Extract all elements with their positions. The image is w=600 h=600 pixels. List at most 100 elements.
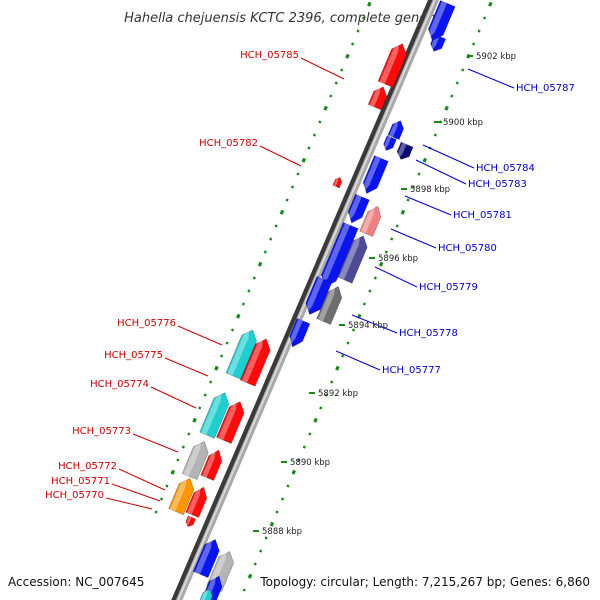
backbone-highlight (177, 0, 436, 600)
leader-hch-05776 (177, 325, 223, 346)
gene-label-hch-05785: HCH_05785 (240, 50, 299, 61)
gene-arrow-hch-05781-shine (363, 156, 381, 193)
left-track-dot (170, 469, 176, 475)
accession-text: Accession: NC_007645 (8, 575, 145, 589)
right-track-dot (461, 68, 465, 72)
left-track-dot (307, 146, 311, 150)
leader-hch-05785 (300, 57, 345, 80)
left-track-dot (323, 105, 328, 111)
right-track-dot (417, 172, 421, 176)
right-track-dot (291, 469, 297, 475)
tick-label: 5894 kbp (348, 321, 388, 331)
gene-arrow-hch-05772-shape (168, 477, 195, 516)
leader-hch-05782 (259, 145, 302, 167)
gene-arrow-hch-05771-shape (185, 486, 208, 518)
gene-arrow-hch-05773-b-shine (202, 448, 216, 478)
label-leader-lines (105, 57, 515, 510)
tick-label: 5900 kbp (443, 118, 483, 128)
gene-arrow-hch-05781-b-shape (347, 193, 370, 224)
left-track-dot (312, 133, 316, 137)
gene-arrow-hch-05775-b (216, 400, 245, 444)
leader-hch-05772 (118, 468, 166, 491)
right-track-dot (439, 120, 443, 124)
left-track-dot (165, 484, 169, 488)
gene-arrow-hch-05776-shape (225, 329, 257, 380)
left-track-dot (296, 172, 300, 176)
left-track-dot (318, 120, 322, 124)
leader-hch-05774 (150, 386, 197, 409)
right-track-dot (247, 573, 253, 579)
gene-arrow-hch-05780-shine (361, 204, 375, 234)
gene-label-hch-05780: HCH_05780 (438, 243, 497, 254)
gene-label-hch-05776: HCH_05776 (117, 318, 176, 329)
right-track-dot (411, 185, 416, 189)
right-track-dot (373, 276, 377, 280)
gene-arrow-hch-05772-shine (170, 477, 187, 512)
gene-arrow-hch-05776-shine (227, 328, 250, 376)
gene-arrow-hch-05785-b-shine (369, 85, 381, 107)
tick-label: 5890 kbp (290, 458, 330, 468)
gene-arrow-hch-05770-shape (185, 515, 197, 527)
left-track-dot (225, 341, 229, 345)
leader-hch-05779 (374, 266, 418, 288)
right-track-dot (324, 393, 328, 397)
left-track-dot (176, 458, 180, 462)
left-track-dot (345, 53, 350, 59)
gene-arrow-hch-05773-shape (181, 441, 209, 481)
gene-arrow-hch-05773-b (200, 448, 223, 481)
gene-arrow-hch-05774-shine (201, 391, 222, 435)
left-track-dot (247, 289, 251, 293)
gene-arrow-hch-05770 (185, 515, 197, 527)
gene-arrow-hch-05779-shine (338, 234, 360, 280)
gene-arrow-lower-d (199, 588, 213, 600)
gene-arrow-upper-shine (428, 1, 448, 40)
left-track-dot (241, 302, 245, 306)
gene-arrow-hch-05781-b (347, 193, 370, 224)
left-dotted-track (154, 1, 372, 514)
left-track-dot (263, 250, 267, 254)
gene-arrow-hch-05775 (239, 337, 271, 387)
right-track-dot (368, 289, 372, 293)
gene-arrow-hch-05775-b-shine (217, 400, 237, 441)
right-track-dot (482, 16, 487, 20)
gene-arrow-hch-05782-shine (333, 176, 339, 187)
tick-label: 5892 kbp (318, 389, 358, 399)
gene-label-hch-05787: HCH_05787 (516, 83, 575, 94)
gene-arrow-hch-05773 (181, 440, 209, 481)
tick-label: 5896 kbp (378, 254, 418, 264)
left-track-dot (230, 328, 235, 332)
gene-arrow-hch-05783 (396, 141, 414, 160)
gene-arrow-hch-05782 (332, 176, 343, 189)
gene-arrow-lower-b-shine (208, 550, 227, 589)
gene-arrow-lower-a-shape (192, 539, 220, 579)
gene-label-hch-05770: HCH_05770 (45, 490, 104, 501)
gene-arrow-hch-05776 (225, 328, 257, 380)
leader-hch-05781 (404, 195, 452, 216)
right-track-dot (297, 458, 301, 462)
gene-arrow-hch-05779-b-shine (321, 223, 351, 286)
left-track-dot (198, 406, 202, 410)
gene-arrow-hch-05782-shape (332, 176, 343, 189)
tick-label: 5888 kbp (262, 527, 302, 537)
kbp-tick-labels: 5888 kbp 5890 kbp 5892 kbp 5894 kbp 5896 kbp… (253, 52, 516, 537)
right-track-dot (422, 157, 428, 163)
left-track-dot (329, 94, 333, 98)
right-track-dot (433, 133, 437, 137)
left-track-dot (154, 510, 158, 514)
left-track-dot (290, 185, 295, 189)
left-track-dot (274, 224, 278, 228)
leader-hch-05778 (351, 314, 398, 334)
gene-label-hch-05783: HCH_05783 (468, 179, 527, 190)
gene-arrow-hch-05771 (185, 485, 208, 518)
gene-arrow-upper-shape (428, 0, 456, 41)
gene-label-hch-05784: HCH_05784 (476, 163, 535, 174)
gene-arrow-hch-05773-b-shape (200, 449, 223, 481)
gene-arrow-hch-05780-shape (359, 205, 382, 237)
gene-arrow-hch-05777 (289, 317, 311, 348)
left-track-dot (279, 209, 285, 215)
right-track-dot (384, 250, 388, 254)
gene-arrow-hch-05787-shine (431, 34, 440, 51)
gene-arrow-hch-05785-shine (379, 42, 400, 84)
gene-arrow-hch-05785-b (367, 85, 388, 111)
right-track-dot (395, 224, 399, 228)
